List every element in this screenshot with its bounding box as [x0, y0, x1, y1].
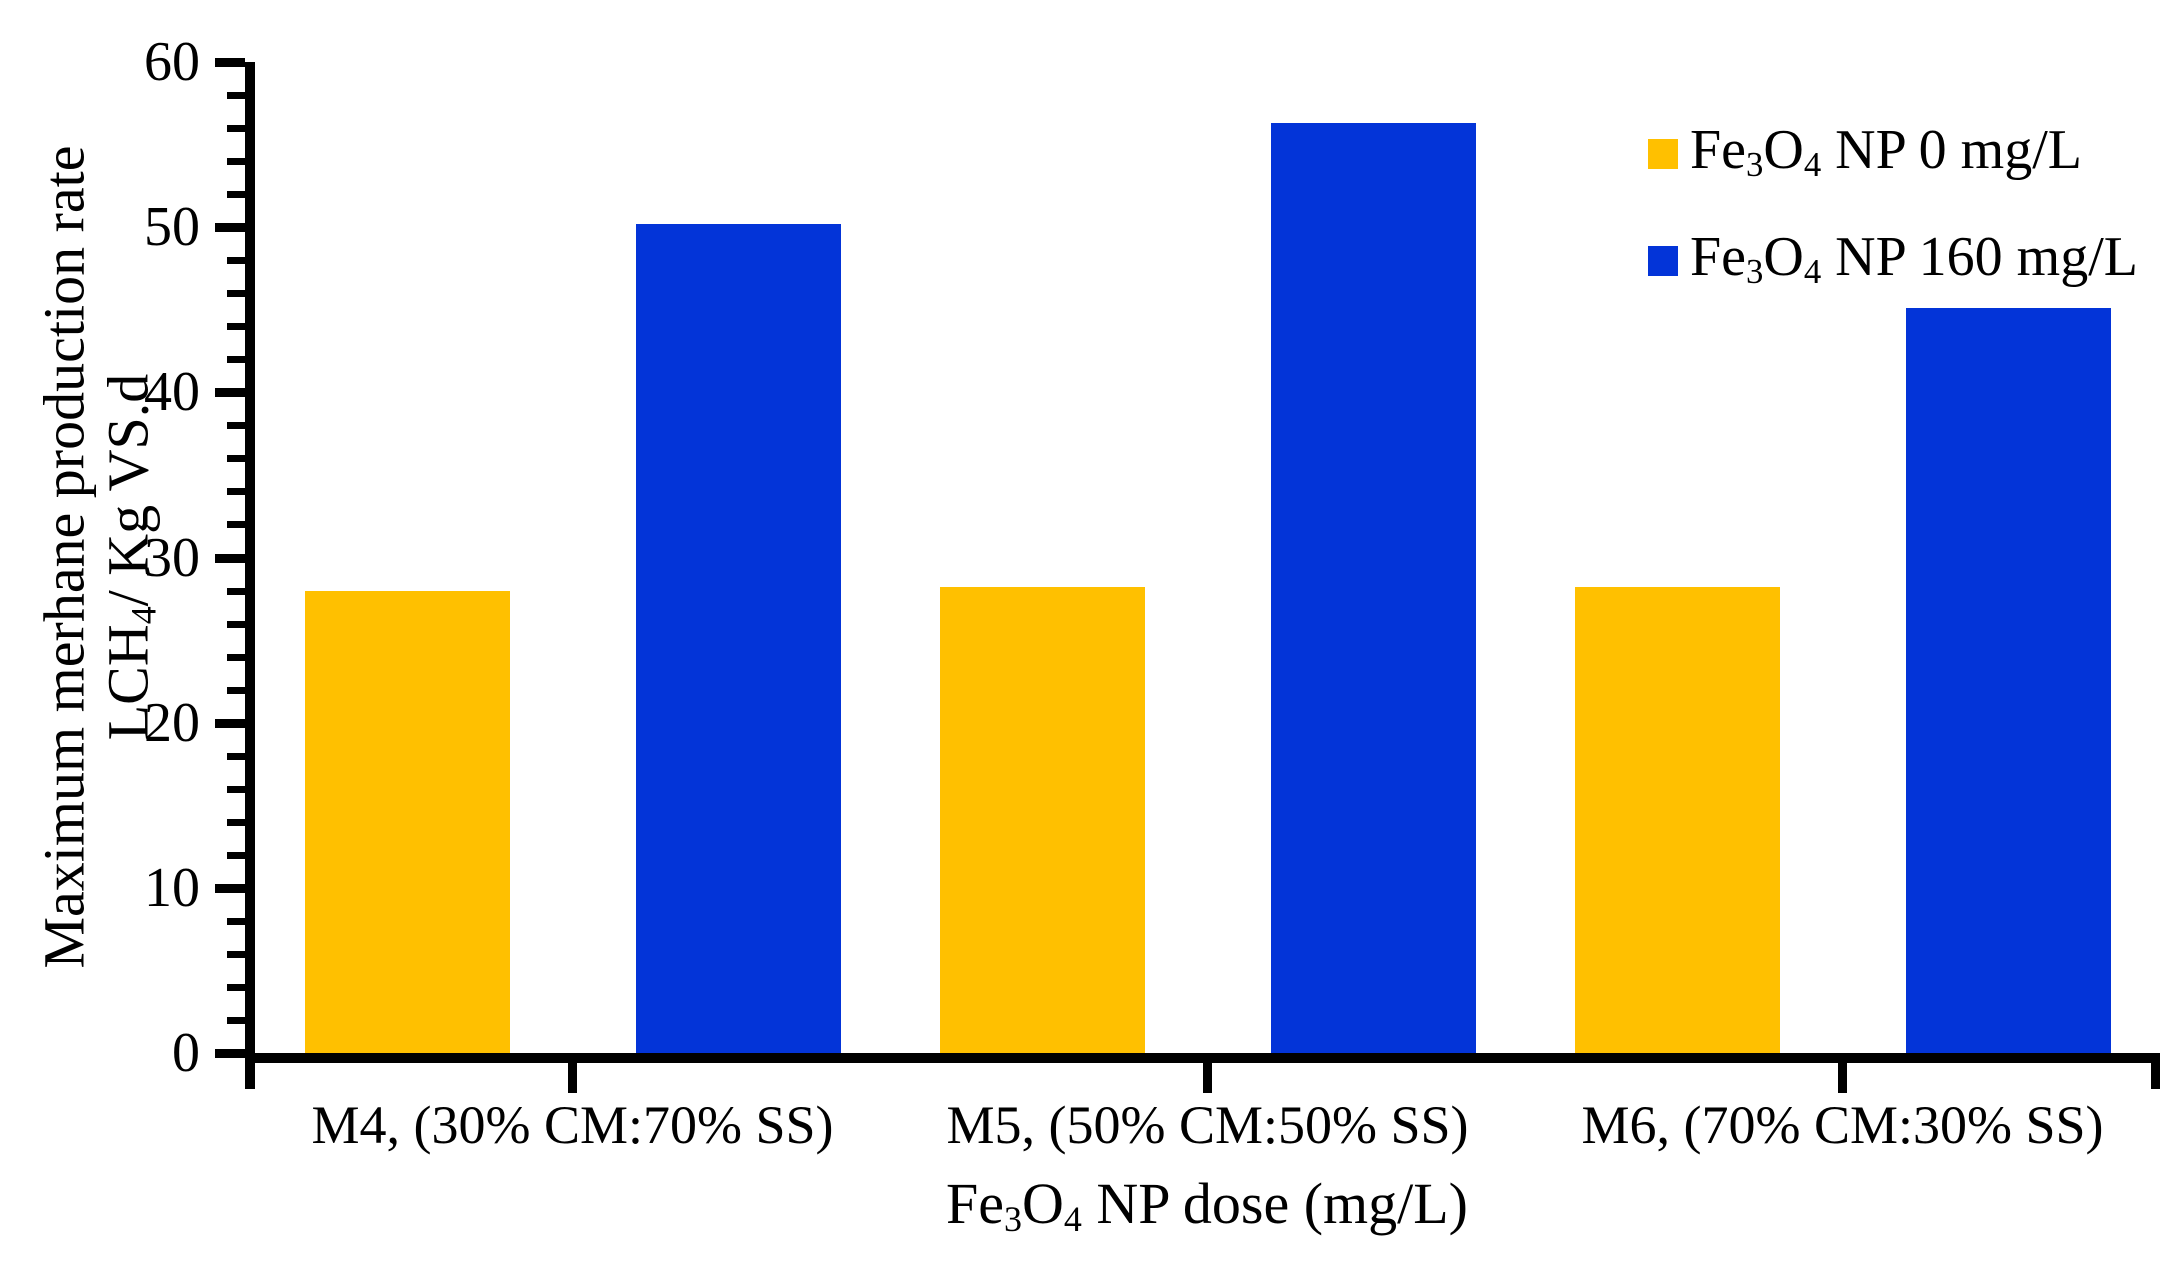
- y-minor-tick: [227, 323, 245, 331]
- y-major-tick: [215, 553, 245, 563]
- legend-item-2: Fe3O4 NP 160 mg/L: [1648, 225, 2138, 296]
- y-minor-tick: [227, 950, 245, 958]
- y-tick-label: 40: [144, 361, 200, 424]
- y-tick-label: 10: [144, 856, 200, 919]
- y-minor-tick: [227, 290, 245, 298]
- y-minor-tick: [227, 455, 245, 463]
- x-tick: [1203, 1063, 1212, 1093]
- y-minor-tick: [227, 983, 245, 991]
- bar-series1-cat1: [305, 591, 510, 1053]
- y-minor-tick: [227, 818, 245, 826]
- y-minor-tick: [227, 686, 245, 694]
- y-minor-tick: [227, 917, 245, 925]
- y-minor-tick: [227, 488, 245, 496]
- y-major-tick: [215, 223, 245, 233]
- y-major-tick: [215, 883, 245, 893]
- x-axis-end-tick-left: [245, 1063, 255, 1089]
- y-minor-tick: [227, 1016, 245, 1024]
- y-minor-tick: [227, 620, 245, 628]
- y-minor-tick: [227, 356, 245, 364]
- legend-swatch-icon: [1648, 245, 1678, 276]
- x-axis-line: [245, 1053, 2160, 1063]
- x-tick: [1838, 1063, 1847, 1093]
- x-axis-end-tick-right: [2151, 1063, 2160, 1089]
- y-minor-tick: [227, 92, 245, 100]
- y-tick-label: 0: [172, 1022, 200, 1084]
- y-minor-tick: [227, 125, 245, 133]
- x-axis-title: Fe3O4 NP dose (mg/L): [946, 1171, 1468, 1239]
- bar-series2-cat1: [636, 224, 841, 1053]
- legend-item-1: Fe3O4 NP 0 mg/L: [1648, 118, 2138, 189]
- y-major-tick: [215, 388, 245, 398]
- y-minor-tick: [227, 422, 245, 430]
- y-minor-tick: [227, 653, 245, 661]
- y-minor-tick: [227, 587, 245, 595]
- y-tick-label: 30: [144, 526, 200, 589]
- y-major-tick: [215, 58, 245, 67]
- y-axis-line: [245, 62, 255, 1063]
- x-tick-label: M6, (70% CM:30% SS): [1581, 1095, 2104, 1155]
- y-tick-label: 50: [144, 196, 200, 259]
- y-minor-tick: [227, 191, 245, 199]
- y-major-tick: [215, 718, 245, 728]
- y-minor-tick: [227, 785, 245, 793]
- y-minor-tick: [227, 752, 245, 760]
- bar-series2-cat3: [1906, 308, 2111, 1053]
- x-tick-label: M4, (30% CM:70% SS): [311, 1095, 834, 1155]
- x-tick: [568, 1063, 577, 1093]
- legend-label: Fe3O4 NP 0 mg/L: [1690, 119, 2083, 184]
- y-tick-label: 20: [144, 691, 200, 754]
- bar-series1-cat3: [1575, 587, 1780, 1053]
- bar-series1-cat2: [940, 587, 1145, 1053]
- y-major-tick: [215, 1049, 245, 1058]
- y-minor-tick: [227, 851, 245, 859]
- y-minor-tick: [227, 257, 245, 265]
- legend-swatch-icon: [1648, 138, 1678, 169]
- x-tick-label: M5, (50% CM:50% SS): [946, 1095, 1469, 1155]
- y-minor-tick: [227, 158, 245, 166]
- legend: Fe3O4 NP 0 mg/L Fe3O4 NP 160 mg/L: [1648, 118, 2138, 296]
- y-tick-label: 60: [144, 31, 200, 93]
- y-minor-tick: [227, 521, 245, 529]
- bar-series2-cat2: [1271, 123, 1476, 1053]
- legend-label: Fe3O4 NP 160 mg/L: [1690, 226, 2139, 291]
